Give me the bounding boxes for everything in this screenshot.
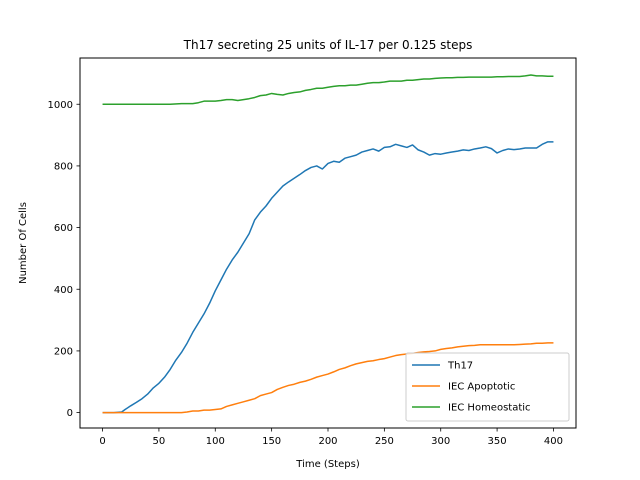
x-tick-label-4: 200	[318, 436, 337, 447]
y-tick-label-5: 1000	[48, 100, 73, 111]
y-tick-label-3: 600	[54, 223, 73, 234]
plot-frame	[79, 57, 577, 429]
y-tick-label-4: 800	[54, 161, 73, 172]
ticks-layer: 0 50 100 150 200 250 300 350 400 0 200 400 600 800 100…	[48, 100, 563, 447]
y-tick-label-0: 0	[67, 408, 73, 419]
x-tick-label-3: 150	[262, 436, 281, 447]
y-axis-label: Number Of Cells	[18, 202, 29, 284]
x-tick-label-6: 300	[431, 436, 450, 447]
series-line-0	[102, 141, 554, 414]
series-line-2	[102, 74, 554, 105]
y-tick-label-2: 400	[54, 285, 73, 296]
x-tick-label-1: 50	[153, 436, 166, 447]
legend: Th17 IEC Apoptotic IEC Homeostatic	[405, 352, 570, 422]
x-tick-label-0: 0	[99, 436, 105, 447]
y-tick-label-1: 200	[54, 346, 73, 357]
series-line-1	[102, 342, 554, 414]
x-tick-label-5: 250	[375, 436, 394, 447]
series-layer	[102, 74, 554, 414]
x-tick-label-7: 350	[488, 436, 507, 447]
chart-title: Th17 secreting 25 units of IL-17 per 0.1…	[183, 38, 473, 52]
legend-label-2: IEC Homeostatic	[448, 403, 531, 414]
x-tick-label-8: 400	[544, 436, 563, 447]
legend-box	[405, 352, 570, 422]
legend-label-1: IEC Apoptotic	[448, 382, 515, 393]
x-axis-label: Time (Steps)	[295, 459, 360, 470]
legend-label-0: Th17	[447, 361, 473, 372]
x-tick-label-2: 100	[206, 436, 225, 447]
